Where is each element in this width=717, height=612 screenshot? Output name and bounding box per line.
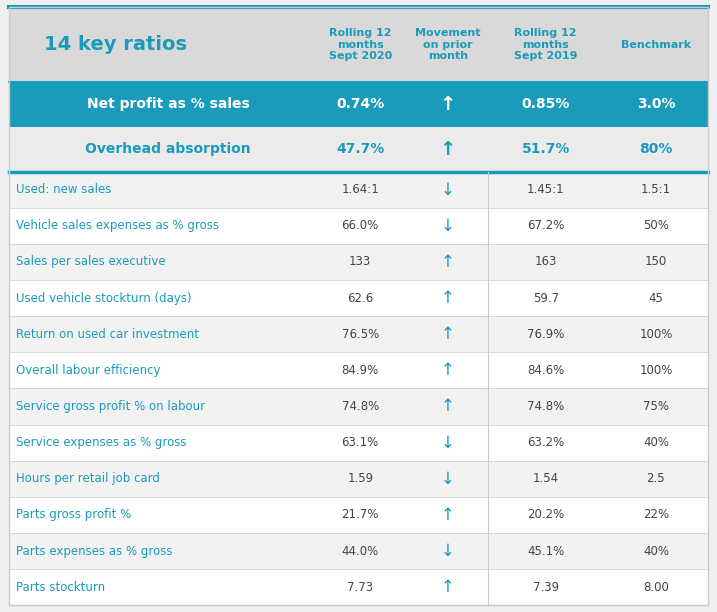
Text: 63.1%: 63.1%	[341, 436, 379, 449]
Bar	[9, 461, 708, 497]
Text: Sales per sales executive: Sales per sales executive	[16, 255, 166, 269]
Text: Overall labour efficiency: Overall labour efficiency	[16, 364, 161, 377]
Text: ↑: ↑	[441, 506, 455, 524]
Text: 47.7%: 47.7%	[336, 142, 384, 156]
Text: Net profit as % sales: Net profit as % sales	[87, 97, 250, 111]
Text: 51.7%: 51.7%	[521, 142, 570, 156]
Text: 1.45:1: 1.45:1	[527, 183, 564, 196]
Bar	[9, 533, 708, 569]
Text: 67.2%: 67.2%	[527, 219, 564, 233]
Text: 75%: 75%	[643, 400, 669, 413]
Bar	[9, 82, 708, 127]
Text: 50%: 50%	[643, 219, 669, 233]
Text: 7.39: 7.39	[533, 581, 559, 594]
Bar	[9, 569, 708, 605]
Text: 80%: 80%	[640, 142, 673, 156]
Text: Return on used car investment: Return on used car investment	[16, 327, 199, 341]
Text: ↓: ↓	[441, 542, 455, 560]
Text: 74.8%: 74.8%	[341, 400, 379, 413]
Text: 2.5: 2.5	[647, 472, 665, 485]
Text: Used: new sales: Used: new sales	[16, 183, 111, 196]
Text: ↓: ↓	[441, 217, 455, 235]
Text: 8.00: 8.00	[643, 581, 669, 594]
Text: 133: 133	[349, 255, 371, 269]
Text: 62.6: 62.6	[347, 291, 374, 305]
Text: ↓: ↓	[441, 434, 455, 452]
Text: 45: 45	[648, 291, 663, 305]
Bar	[9, 316, 708, 353]
Text: ↓: ↓	[441, 181, 455, 199]
Text: ↑: ↑	[441, 253, 455, 271]
Text: Vehicle sales expenses as % gross: Vehicle sales expenses as % gross	[16, 219, 219, 233]
Text: 1.59: 1.59	[347, 472, 374, 485]
Text: Rolling 12
months
Sept 2020: Rolling 12 months Sept 2020	[328, 28, 392, 61]
Bar	[9, 389, 708, 425]
Text: 84.6%: 84.6%	[527, 364, 564, 377]
Text: 66.0%: 66.0%	[341, 219, 379, 233]
Text: 74.8%: 74.8%	[527, 400, 564, 413]
Text: 21.7%: 21.7%	[341, 509, 379, 521]
Text: 100%: 100%	[640, 327, 673, 341]
Text: Parts expenses as % gross: Parts expenses as % gross	[16, 545, 172, 558]
Text: ↑: ↑	[441, 361, 455, 379]
Bar	[9, 244, 708, 280]
Text: 1.5:1: 1.5:1	[641, 183, 671, 196]
Bar	[9, 353, 708, 389]
Text: ↑: ↑	[440, 95, 456, 114]
Text: 63.2%: 63.2%	[527, 436, 564, 449]
Text: 1.54: 1.54	[533, 472, 559, 485]
Text: 163: 163	[534, 255, 557, 269]
Text: Used vehicle stockturn (days): Used vehicle stockturn (days)	[16, 291, 191, 305]
Text: 150: 150	[645, 255, 667, 269]
Text: Benchmark: Benchmark	[621, 40, 691, 50]
Text: Movement
on prior
month: Movement on prior month	[415, 28, 480, 61]
Bar	[9, 171, 708, 207]
Text: 22%: 22%	[643, 509, 669, 521]
Text: Service gross profit % on labour: Service gross profit % on labour	[16, 400, 205, 413]
Bar	[9, 7, 708, 82]
Text: 59.7: 59.7	[533, 291, 559, 305]
Text: 40%: 40%	[643, 545, 669, 558]
Text: 1.64:1: 1.64:1	[341, 183, 379, 196]
Text: Rolling 12
months
Sept 2019: Rolling 12 months Sept 2019	[514, 28, 577, 61]
Text: 100%: 100%	[640, 364, 673, 377]
Text: ↑: ↑	[441, 578, 455, 596]
Text: ↑: ↑	[441, 398, 455, 416]
Text: Hours per retail job card: Hours per retail job card	[16, 472, 160, 485]
Text: 0.74%: 0.74%	[336, 97, 384, 111]
Text: Overhead absorption: Overhead absorption	[85, 142, 251, 156]
Text: Service expenses as % gross: Service expenses as % gross	[16, 436, 186, 449]
Bar	[9, 280, 708, 316]
Bar	[9, 497, 708, 533]
Text: 76.5%: 76.5%	[341, 327, 379, 341]
Text: 20.2%: 20.2%	[527, 509, 564, 521]
Text: ↑: ↑	[440, 140, 456, 159]
Text: 40%: 40%	[643, 436, 669, 449]
Text: Parts stockturn: Parts stockturn	[16, 581, 105, 594]
Text: Parts gross profit %: Parts gross profit %	[16, 509, 131, 521]
Text: 44.0%: 44.0%	[341, 545, 379, 558]
Text: 45.1%: 45.1%	[527, 545, 564, 558]
Text: ↓: ↓	[441, 470, 455, 488]
Text: ↑: ↑	[441, 325, 455, 343]
Text: 76.9%: 76.9%	[527, 327, 564, 341]
Text: 14 key ratios: 14 key ratios	[44, 35, 186, 54]
Bar	[9, 207, 708, 244]
Text: ↑: ↑	[441, 289, 455, 307]
Bar	[9, 127, 708, 171]
Bar	[9, 425, 708, 461]
Text: 0.85%: 0.85%	[521, 97, 570, 111]
Text: 3.0%: 3.0%	[637, 97, 675, 111]
Text: 7.73: 7.73	[347, 581, 374, 594]
Text: 84.9%: 84.9%	[341, 364, 379, 377]
